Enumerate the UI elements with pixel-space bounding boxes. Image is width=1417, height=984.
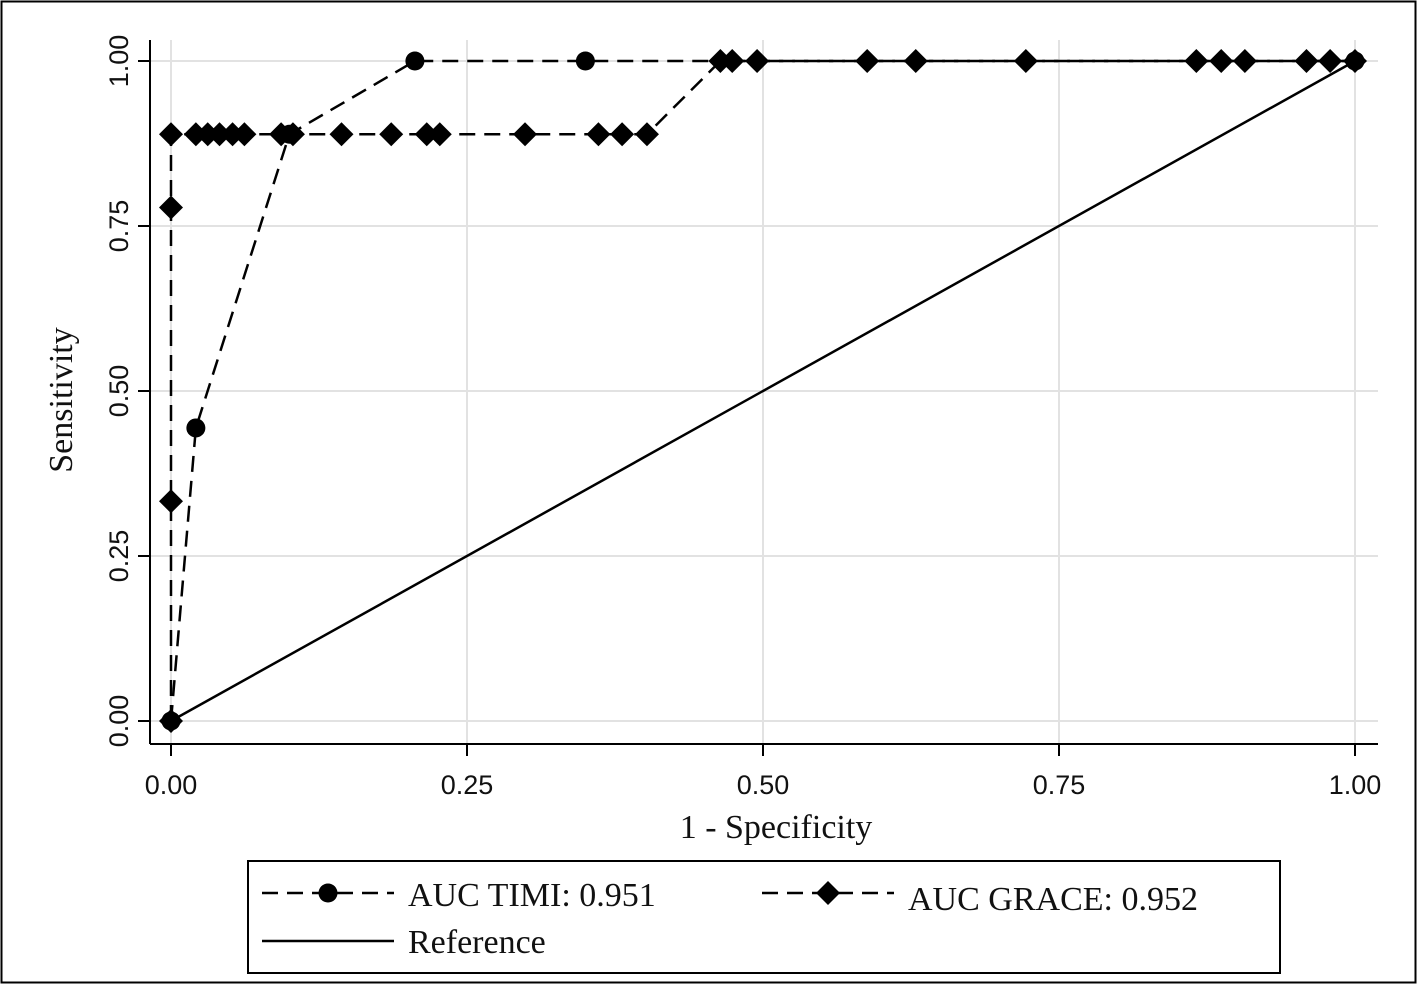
data-point-grace <box>1209 49 1234 73</box>
data-point-grace <box>745 49 770 73</box>
y-tick-label: 0.00 <box>104 695 134 748</box>
data-point-grace <box>610 122 635 147</box>
legend-label-grace: AUC GRACE: 0.952 <box>908 881 1198 918</box>
data-point-grace <box>513 122 538 147</box>
x-tick-label: 0.75 <box>1033 770 1086 800</box>
y-axis-title: Sensitivity <box>43 327 80 472</box>
data-point-grace <box>414 122 439 147</box>
data-point-grace <box>1318 49 1343 73</box>
data-point-grace <box>159 195 183 220</box>
data-point-grace <box>207 122 232 147</box>
data-point-grace <box>427 122 452 147</box>
data-point-grace <box>329 122 354 147</box>
x-tick-label: 0.25 <box>441 770 494 800</box>
series <box>159 49 1367 733</box>
legend-label-timi: AUC TIMI: 0.951 <box>408 877 656 914</box>
y-tick-label: 1.00 <box>104 35 134 88</box>
x-tick-label: 0.50 <box>737 770 790 800</box>
data-point-grace <box>720 49 745 73</box>
series-grace <box>159 49 1367 733</box>
x-tick-label: 0.00 <box>145 770 198 800</box>
data-point-grace <box>586 122 611 147</box>
data-point-grace <box>1013 49 1038 73</box>
x-axis-title: 1 - Specificity <box>680 809 873 846</box>
data-point-grace <box>159 489 183 514</box>
data-point-grace <box>634 122 659 147</box>
data-point-grace <box>903 49 928 73</box>
y-tick-label: 0.25 <box>104 530 134 583</box>
series-line-reference <box>170 59 1356 723</box>
data-point-grace <box>280 122 305 147</box>
y-tick-label: 0.50 <box>104 365 134 418</box>
legend-key-timi <box>262 883 394 903</box>
legend: AUC TIMI: 0.951 AUC GRACE: 0.952 Referen… <box>247 860 1281 974</box>
legend-key-grace <box>762 881 894 905</box>
legend-label-reference: Reference <box>408 924 546 961</box>
data-point-grace <box>232 122 257 147</box>
data-point-grace <box>159 122 183 147</box>
data-point-timi <box>575 51 595 71</box>
x-tick-label: 1.00 <box>1329 770 1382 800</box>
y-tick-label: 0.75 <box>104 200 134 253</box>
data-point-grace <box>1232 49 1257 73</box>
data-point-grace <box>1294 49 1319 73</box>
data-point-timi <box>405 51 425 71</box>
series-reference <box>170 59 1356 723</box>
data-point-grace <box>1184 49 1209 73</box>
data-point-grace <box>855 49 880 73</box>
data-point-timi <box>186 418 206 438</box>
legend-box <box>247 860 1281 974</box>
data-point-grace <box>379 122 404 147</box>
axis-ticks: 0.00 0.25 0.50 0.75 1.00 0.00 0.25 0.50 0.75 1.00 <box>104 35 1381 800</box>
